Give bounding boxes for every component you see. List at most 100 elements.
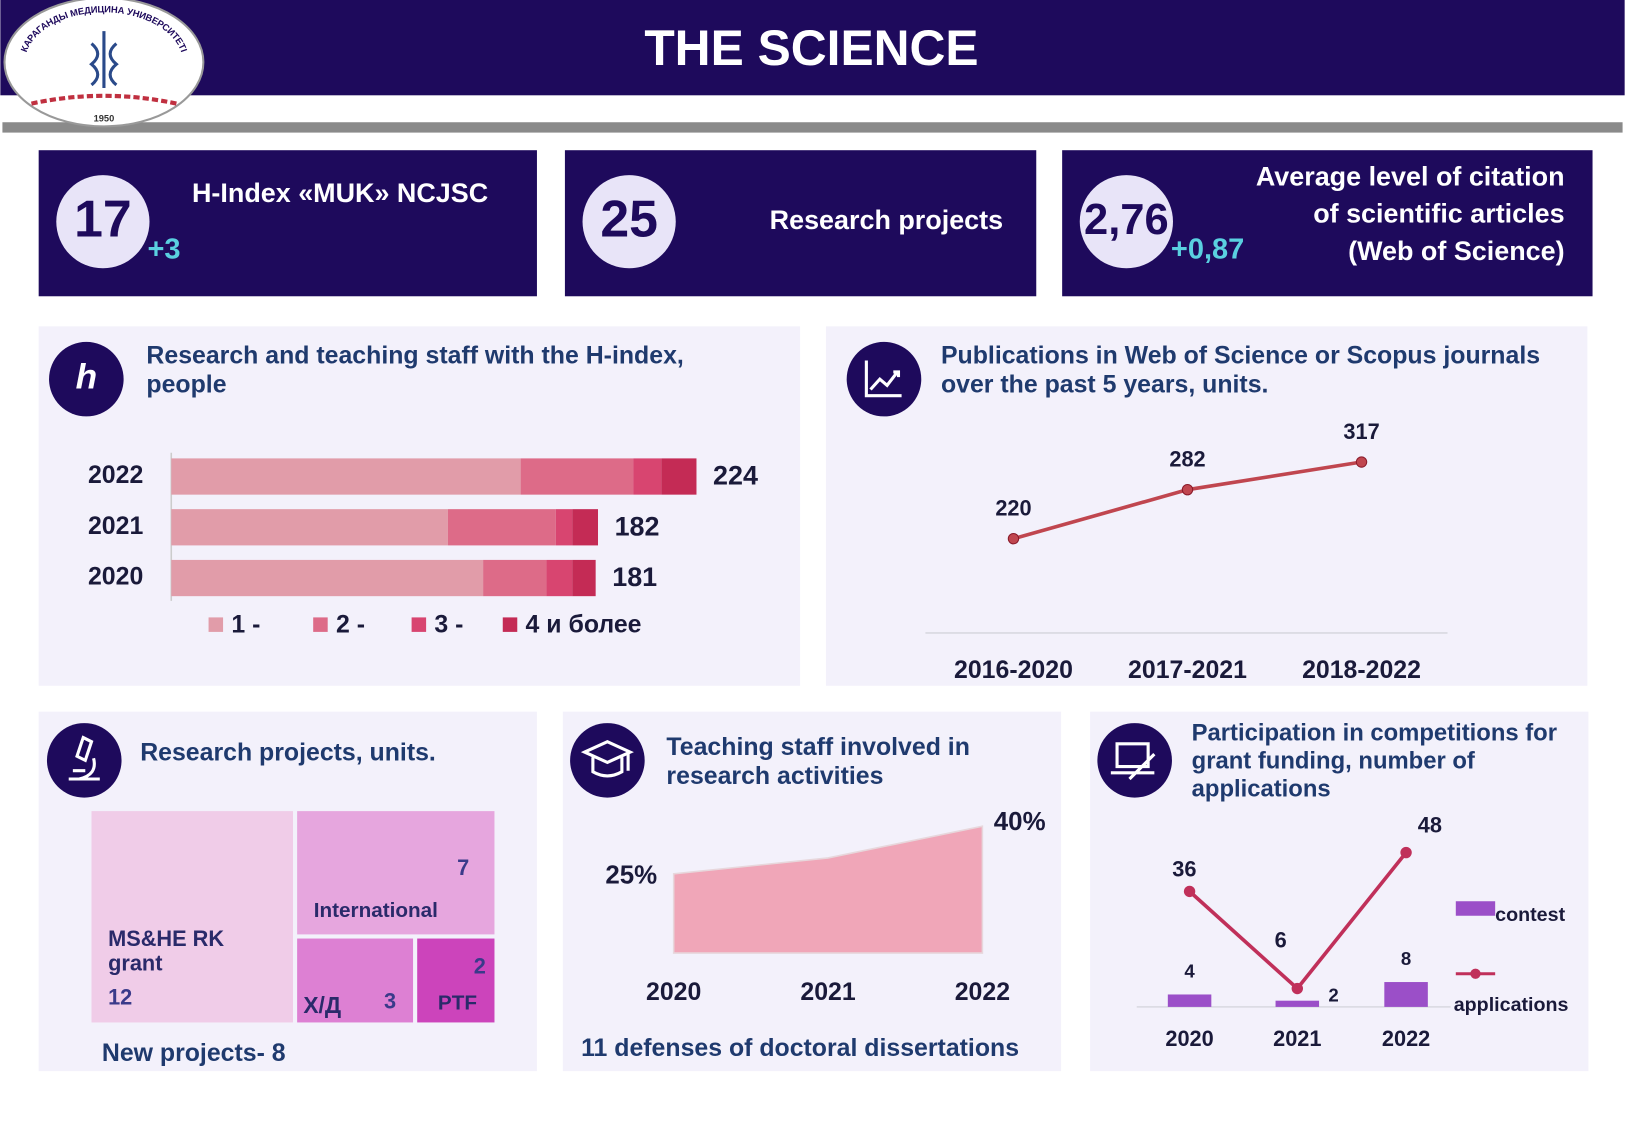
chart-title-box: Research and teaching staff with the H-i… bbox=[146, 341, 684, 399]
chart-icon bbox=[864, 360, 902, 398]
bar-segment bbox=[572, 559, 596, 597]
bar-label: 4 bbox=[1184, 961, 1195, 982]
chart-title: Publications in Web of Science or Scopus… bbox=[940, 341, 1541, 399]
cell-name: International bbox=[314, 899, 438, 922]
legend-dot bbox=[1470, 968, 1481, 979]
kpi-label: Research projects bbox=[770, 205, 1003, 235]
x-tick-label: 2021 bbox=[800, 978, 855, 1006]
kpi-delta: +3 bbox=[147, 233, 180, 265]
chart-title: Teaching staff involved in research acti… bbox=[666, 733, 970, 790]
kpi-circle bbox=[582, 175, 676, 269]
data-label: 282 bbox=[1169, 446, 1205, 471]
treemap-cell bbox=[91, 811, 293, 1023]
data-label: 25% bbox=[605, 862, 657, 890]
header-band bbox=[0, 0, 1625, 96]
legend-label: contest bbox=[1495, 904, 1565, 926]
icon-label: h bbox=[76, 357, 98, 396]
chart-title-box: Participation in competitions for grant … bbox=[1191, 718, 1558, 802]
kpi-value: 25 bbox=[600, 189, 658, 247]
cell-name: PTF bbox=[438, 991, 477, 1014]
cell-value: 12 bbox=[108, 984, 132, 1009]
total-label: 181 bbox=[612, 562, 657, 592]
legend-label: 2 - bbox=[336, 610, 365, 638]
panel bbox=[825, 326, 1588, 686]
x-tick-label: 2018-2022 bbox=[1302, 656, 1421, 684]
data-label: 40% bbox=[994, 808, 1046, 836]
cell-name: MS&HE RK grant bbox=[108, 927, 225, 976]
legend-swatch bbox=[208, 617, 224, 632]
data-label: 220 bbox=[995, 495, 1031, 520]
cell-value: 2 bbox=[474, 953, 486, 978]
bar-segment bbox=[520, 458, 634, 495]
cell-value: 3 bbox=[384, 989, 396, 1014]
point bbox=[1007, 532, 1020, 545]
point bbox=[1183, 885, 1196, 898]
bar-segment bbox=[171, 559, 484, 597]
logo-year: 1950 bbox=[94, 114, 115, 124]
kpi-label-line: (Web of Science) bbox=[1348, 236, 1564, 266]
chart-title: Participation in competitions for grant … bbox=[1191, 718, 1558, 802]
x-tick-label: 2021 bbox=[1273, 1026, 1321, 1051]
cell-name: Х/Д bbox=[303, 992, 341, 1018]
point bbox=[1400, 846, 1412, 859]
bar bbox=[1275, 1000, 1320, 1007]
total-label: 224 bbox=[713, 461, 758, 491]
kpi-value: 17 bbox=[74, 189, 132, 247]
legend-swatch bbox=[313, 617, 328, 632]
cell-name-box: MS&HE RK grant bbox=[108, 927, 225, 976]
logo-emblem bbox=[89, 31, 119, 89]
logo: КАРАГАНДЫ МЕДИЦИНА УНИВЕРСИТЕТІ 1950 bbox=[3, 0, 205, 128]
cell-value: 7 bbox=[457, 855, 469, 880]
legend-label: 4 и более bbox=[526, 610, 642, 638]
line-label: 48 bbox=[1418, 812, 1442, 837]
chart-title: Research and teaching staff with the H-i… bbox=[146, 341, 684, 399]
x-tick-label: 2017-2021 bbox=[1128, 656, 1247, 684]
treemap-cell bbox=[297, 811, 495, 935]
laptop-icon bbox=[1110, 742, 1156, 781]
chart-note: New projects- 8 bbox=[102, 1039, 286, 1067]
x-tick-label: 2020 bbox=[1165, 1026, 1213, 1051]
icon-circle bbox=[846, 341, 922, 417]
area bbox=[672, 825, 984, 954]
kpi-value: 2,76 bbox=[1084, 196, 1169, 244]
kpi-delta: +0,87 bbox=[1171, 233, 1244, 265]
chart-title-box: Teaching staff involved in research acti… bbox=[666, 733, 970, 790]
legend-swatch bbox=[502, 617, 518, 632]
legend-swatch bbox=[411, 617, 427, 632]
bar-segment bbox=[555, 509, 573, 546]
bar-label: 2 bbox=[1328, 984, 1338, 1005]
chart-title-box: Publications in Web of Science or Scopus… bbox=[940, 341, 1541, 399]
y-tick-label: 2021 bbox=[88, 512, 143, 540]
legend-label: 1 - bbox=[231, 610, 260, 638]
legend-label: 3 - bbox=[434, 610, 463, 638]
bar-label: 8 bbox=[1401, 948, 1411, 969]
bar-segment bbox=[171, 509, 448, 546]
graduate-icon bbox=[580, 740, 634, 778]
bar bbox=[1167, 994, 1212, 1007]
x-tick-label: 2022 bbox=[955, 978, 1010, 1006]
bar bbox=[1384, 982, 1428, 1007]
treemap-cell bbox=[297, 938, 414, 1023]
kpi-circle bbox=[56, 175, 150, 269]
y-tick-label: 2022 bbox=[88, 461, 143, 489]
total-label: 182 bbox=[615, 511, 660, 541]
kpi-label-line: of scientific articles bbox=[1313, 199, 1564, 229]
icon-circle bbox=[570, 723, 645, 798]
bar-segment bbox=[633, 458, 662, 495]
bar-segment bbox=[572, 509, 599, 546]
line-label: 6 bbox=[1275, 928, 1287, 953]
icons bbox=[46, 341, 1172, 798]
icon-circle bbox=[1097, 723, 1172, 798]
bar-segment bbox=[483, 559, 547, 597]
bar-segment bbox=[661, 458, 697, 495]
x-tick-label: 2020 bbox=[646, 978, 701, 1006]
point bbox=[1355, 456, 1368, 468]
chart-title: Research projects, units. bbox=[140, 739, 436, 767]
line-label: 36 bbox=[1172, 856, 1196, 881]
data-label: 317 bbox=[1343, 419, 1379, 444]
kpi-label-line: Average level of citation bbox=[1256, 161, 1565, 191]
panel bbox=[1090, 711, 1589, 1072]
treemap-cell bbox=[417, 938, 495, 1023]
